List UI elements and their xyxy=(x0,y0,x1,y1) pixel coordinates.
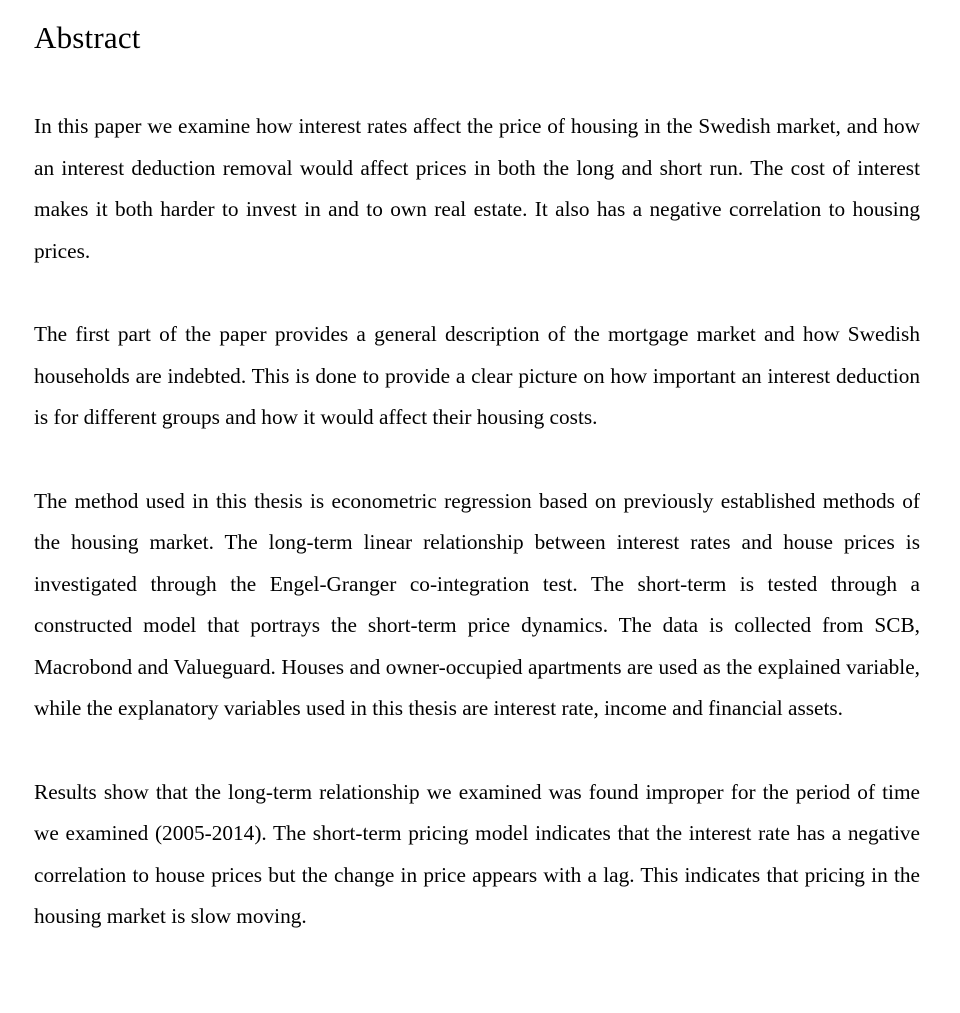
abstract-paragraph: The first part of the paper provides a g… xyxy=(34,314,920,439)
abstract-paragraph: In this paper we examine how interest ra… xyxy=(34,106,920,272)
abstract-paragraph: The method used in this thesis is econom… xyxy=(34,481,920,730)
abstract-paragraph: Results show that the long-term relation… xyxy=(34,772,920,938)
abstract-heading: Abstract xyxy=(34,20,920,56)
